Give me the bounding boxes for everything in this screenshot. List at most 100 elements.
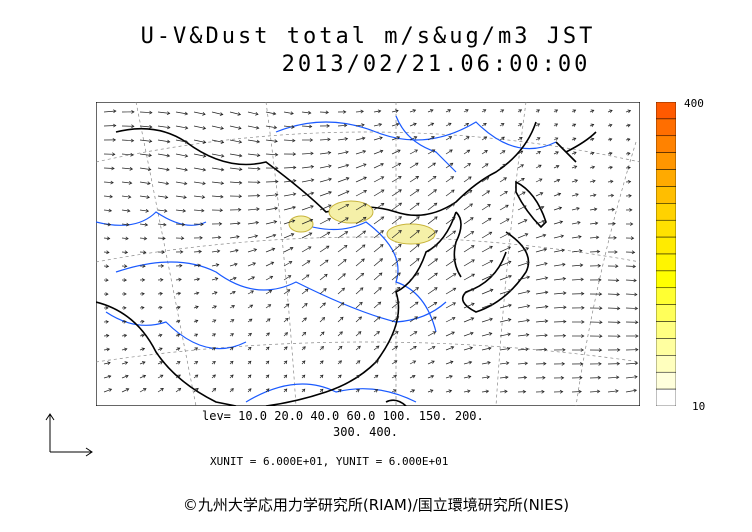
wind-arrowhead	[486, 190, 491, 194]
wind-arrowhead	[217, 235, 222, 240]
wind-arrowhead	[166, 139, 171, 144]
copyright-notice: ©九州大学応用力学研究所(RIAM)/国立環境研究所(NIES)	[182, 496, 570, 514]
wind-arrow	[301, 274, 310, 281]
wind-arrow	[391, 316, 399, 323]
wind-arrowhead	[416, 216, 420, 220]
wind-arrowhead	[631, 250, 636, 255]
wind-arrowhead	[452, 287, 457, 291]
wind-arrowhead	[505, 218, 510, 222]
wind-arrowhead	[609, 179, 614, 184]
wind-arrowhead	[470, 217, 474, 221]
wind-arrow	[139, 139, 152, 142]
wind-arrowhead	[265, 388, 270, 392]
wind-arrow	[247, 290, 254, 295]
wind-arrow	[481, 109, 486, 113]
wind-arrowhead	[411, 374, 416, 379]
wind-arrowhead	[398, 216, 402, 220]
wind-arrow	[553, 123, 558, 127]
wind-arrow	[445, 331, 455, 337]
wind-arrowhead	[539, 192, 544, 196]
wind-arrow	[247, 333, 252, 337]
wind-arrow	[139, 125, 152, 128]
wind-arrow	[589, 194, 596, 197]
wind-arrowhead	[526, 275, 531, 280]
wind-arrow	[553, 151, 559, 155]
wind-arrow	[571, 250, 583, 253]
wind-arrowhead	[526, 304, 531, 308]
wind-arrow	[229, 125, 242, 129]
wind-arrowhead	[356, 389, 360, 393]
dust-wind-map	[96, 102, 640, 406]
wind-arrow	[463, 317, 474, 323]
wind-arrowhead	[416, 258, 420, 262]
river-pearl	[245, 383, 417, 403]
wind-arrowhead	[256, 153, 261, 158]
wind-arrowhead	[614, 250, 618, 254]
wind-arrow	[373, 230, 384, 239]
wind-arrowhead	[266, 318, 271, 322]
wind-arrowhead	[343, 259, 347, 263]
wind-arrowhead	[292, 192, 297, 197]
wind-arrowhead	[590, 137, 595, 142]
wind-arrowhead	[341, 287, 346, 292]
wind-arrowhead	[449, 149, 453, 153]
wind-arrowhead	[608, 151, 613, 156]
wind-arrowhead	[180, 236, 185, 241]
wind-arrowhead	[398, 229, 402, 234]
wind-arrowhead	[216, 249, 221, 253]
wind-arrowhead	[357, 331, 362, 335]
wind-arrowhead	[202, 112, 206, 116]
wind-arrowhead	[376, 331, 380, 335]
wind-arrowhead	[576, 206, 580, 211]
wind-arrow	[463, 163, 471, 169]
wind-arrowhead	[504, 191, 508, 195]
wind-arrowhead	[580, 277, 584, 282]
wind-arrowhead	[468, 360, 473, 365]
wind-arrowhead	[238, 194, 243, 199]
wind-arrowhead	[374, 374, 379, 379]
wind-arrow	[103, 125, 116, 127]
wind-arrow	[373, 110, 381, 113]
coastlines-and-borders	[96, 121, 597, 406]
wind-arrowhead	[610, 193, 615, 198]
wind-arrowhead	[107, 361, 111, 365]
sakhalin	[555, 131, 597, 163]
wind-arrowhead	[544, 333, 548, 338]
wind-arrow	[481, 150, 488, 155]
wind-arrowhead	[302, 331, 307, 336]
colorbar-swatch	[656, 287, 676, 305]
wind-arrowhead	[563, 305, 567, 310]
wind-arrowhead	[544, 304, 549, 309]
wind-arrowhead	[471, 302, 475, 307]
wind-arrowhead	[238, 126, 242, 130]
wind-arrowhead	[470, 317, 475, 321]
wind-arrowhead	[310, 164, 315, 169]
wind-arrowhead	[634, 306, 639, 311]
wind-arrowhead	[541, 389, 545, 394]
wind-arrow	[571, 278, 584, 281]
wind-arrowhead	[202, 167, 207, 172]
wind-arrowhead	[615, 375, 620, 380]
wind-arrow	[337, 331, 343, 337]
wind-arrow	[517, 362, 528, 365]
wind-arrow	[517, 348, 529, 351]
wind-arrow	[535, 349, 547, 351]
wind-arrowhead	[573, 165, 578, 169]
japan-honshu	[461, 231, 530, 313]
wind-arrow	[481, 274, 494, 281]
wind-arrowhead	[250, 290, 254, 294]
wind-arrowhead	[345, 217, 349, 221]
wind-arrowhead	[363, 176, 367, 180]
wind-arrow	[211, 277, 218, 281]
wind-arrowhead	[166, 111, 171, 116]
wind-arrow	[193, 153, 206, 157]
wind-arrow	[193, 388, 199, 393]
wind-arrow	[193, 209, 204, 212]
wind-arrow	[445, 390, 452, 393]
wind-arrowhead	[627, 151, 631, 156]
wind-arrowhead	[520, 164, 524, 168]
wind-arrow	[481, 390, 489, 393]
wind-arrow	[247, 139, 260, 143]
wind-arrowhead	[521, 178, 525, 182]
wind-arrowhead	[327, 137, 331, 142]
